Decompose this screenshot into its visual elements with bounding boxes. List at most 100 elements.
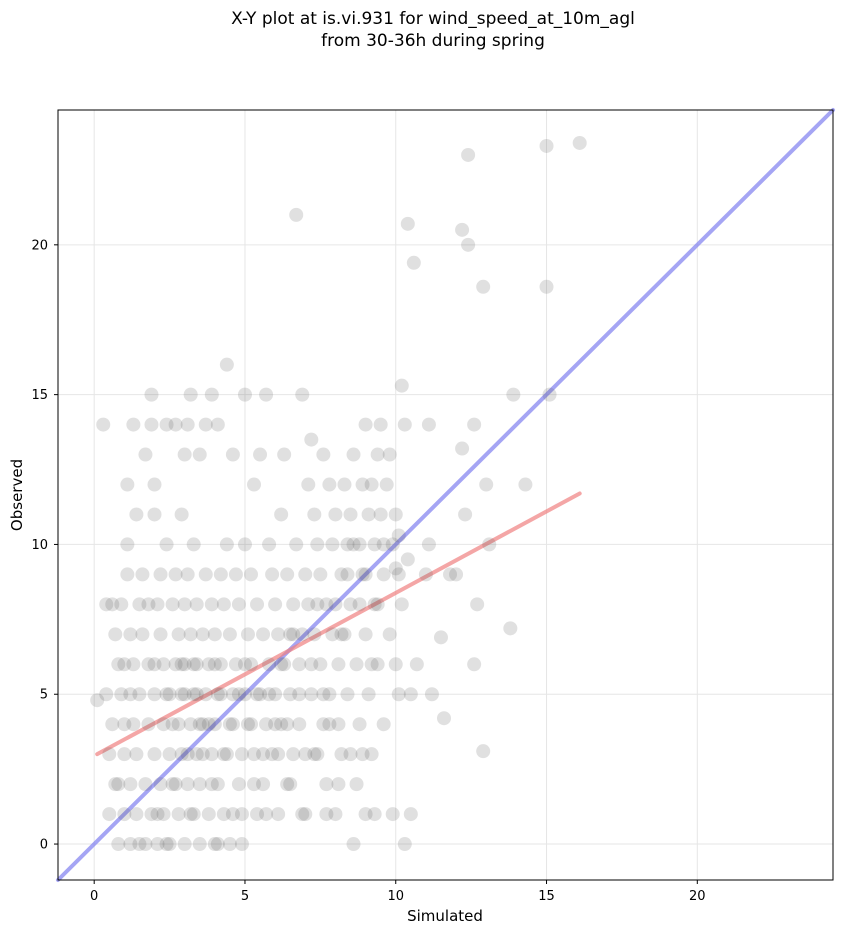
data-point [138, 447, 153, 462]
data-point [355, 477, 370, 492]
data-point [518, 477, 533, 492]
data-point [539, 138, 554, 153]
data-points [90, 135, 587, 852]
data-point [117, 807, 132, 822]
data-point [286, 627, 301, 642]
data-point [298, 807, 313, 822]
data-point [388, 657, 403, 672]
data-point [186, 687, 201, 702]
data-point [237, 537, 252, 552]
data-point [174, 507, 189, 522]
data-point [159, 537, 174, 552]
data-point [316, 687, 331, 702]
data-point [174, 657, 189, 672]
data-point [207, 657, 222, 672]
data-point [186, 657, 201, 672]
data-point [461, 147, 476, 162]
data-point [334, 627, 349, 642]
data-point [370, 657, 385, 672]
data-point [367, 597, 382, 612]
data-point [117, 747, 132, 762]
data-point [225, 447, 240, 462]
data-point [373, 507, 388, 522]
data-point [120, 477, 135, 492]
data-point [467, 657, 482, 672]
data-point [147, 747, 162, 762]
data-point [433, 630, 448, 645]
data-point [280, 777, 295, 792]
data-point [449, 567, 464, 582]
data-point [207, 627, 222, 642]
data-point [259, 807, 274, 822]
chart-title: X-Y plot at is.vi.931 for wind_speed_at_… [0, 8, 843, 52]
data-point [210, 777, 225, 792]
data-point [262, 687, 277, 702]
data-point [237, 657, 252, 672]
data-point [231, 687, 246, 702]
data-point [355, 567, 370, 582]
axis-ticks: 0 5 10 15 20 0 5 10 15 20 [31, 238, 705, 904]
data-point [111, 777, 126, 792]
grid [58, 110, 833, 880]
data-point [168, 417, 183, 432]
data-point [210, 687, 225, 702]
data-point [171, 717, 186, 732]
data-point [195, 627, 210, 642]
data-point [436, 711, 451, 726]
data-point [156, 717, 171, 732]
data-point [165, 777, 180, 792]
data-point [186, 537, 201, 552]
data-point [391, 528, 406, 543]
data-point [138, 777, 153, 792]
data-point [165, 597, 180, 612]
data-point [271, 747, 286, 762]
data-point [189, 747, 204, 762]
y-tick-label: 15 [31, 388, 48, 403]
data-point [364, 747, 379, 762]
data-point [319, 807, 334, 822]
data-point [331, 717, 346, 732]
data-point [394, 378, 409, 393]
data-point [247, 747, 262, 762]
data-point [159, 837, 174, 852]
data-point [216, 597, 231, 612]
data-point [147, 477, 162, 492]
data-point [313, 657, 328, 672]
data-point [572, 135, 587, 150]
data-point [301, 477, 316, 492]
data-point [198, 687, 213, 702]
data-point [198, 567, 213, 582]
data-point [111, 837, 126, 852]
data-point [135, 627, 150, 642]
data-point [455, 441, 470, 456]
data-point [144, 807, 159, 822]
data-point [123, 777, 138, 792]
data-point [180, 417, 195, 432]
data-point [150, 807, 165, 822]
data-point [204, 387, 219, 402]
data-point [256, 777, 271, 792]
x-tick-label: 20 [689, 889, 706, 904]
data-point [253, 447, 268, 462]
data-point [482, 537, 497, 552]
data-point [262, 537, 277, 552]
data-point [153, 567, 168, 582]
data-point [144, 417, 159, 432]
data-point [159, 687, 174, 702]
data-point [322, 717, 337, 732]
data-point [180, 567, 195, 582]
y-axis-label: Observed [8, 459, 26, 531]
data-point [376, 537, 391, 552]
data-point [219, 747, 234, 762]
data-point [247, 477, 262, 492]
data-point [409, 657, 424, 672]
data-point [168, 777, 183, 792]
x-tick-label: 10 [387, 889, 404, 904]
data-point [177, 597, 192, 612]
data-point [304, 432, 319, 447]
data-point [171, 807, 186, 822]
data-point [364, 477, 379, 492]
data-point [304, 687, 319, 702]
y-tick-label: 20 [31, 238, 48, 253]
data-point [310, 597, 325, 612]
